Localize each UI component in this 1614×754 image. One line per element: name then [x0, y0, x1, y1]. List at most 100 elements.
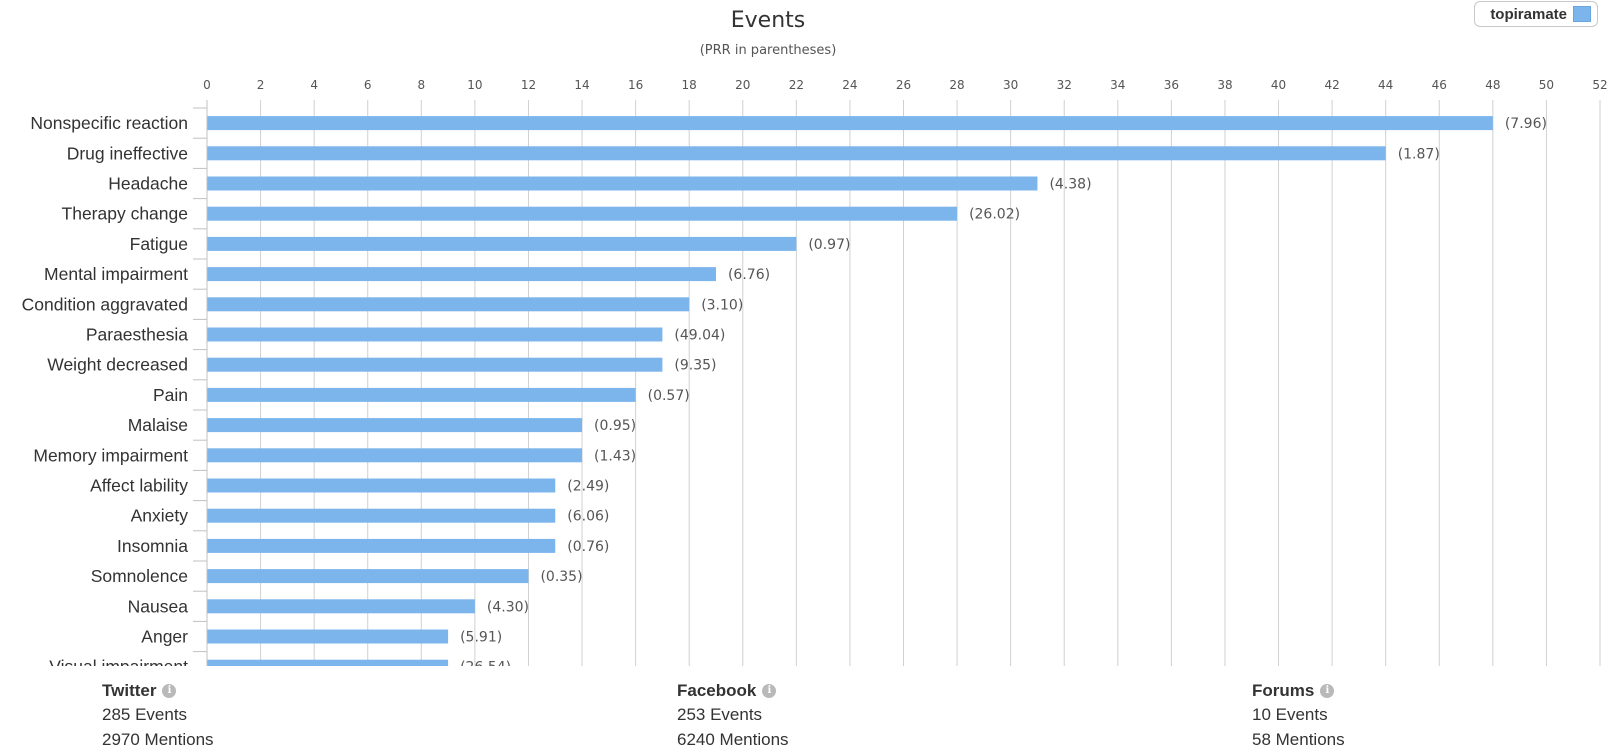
x-tick-label: 48	[1485, 78, 1500, 92]
bar[interactable]	[207, 508, 556, 523]
data-label: (1.87)	[1398, 146, 1440, 162]
category-label: Anxiety	[131, 506, 189, 526]
x-tick-label: 12	[521, 78, 536, 92]
data-label: (0.76)	[567, 539, 609, 555]
bar[interactable]	[207, 629, 449, 644]
category-label: Fatigue	[130, 234, 188, 254]
bar[interactable]	[207, 146, 1386, 161]
category-label: Somnolence	[91, 566, 188, 586]
bar[interactable]	[207, 267, 716, 282]
category-label: Memory impairment	[33, 445, 188, 465]
category-label: Headache	[108, 174, 188, 194]
x-tick-label: 30	[1003, 78, 1018, 92]
x-tick-label: 50	[1539, 78, 1554, 92]
info-icon[interactable]: i	[1320, 684, 1335, 698]
x-tick-label: 0	[203, 78, 211, 92]
data-label: (1.43)	[594, 448, 636, 464]
category-label: Paraesthesia	[86, 325, 188, 345]
stats-facebook: Facebook i 253 Events 6240 Mentions	[677, 680, 789, 752]
stats-mentions: 6240 Mentions	[677, 730, 789, 749]
bar[interactable]	[207, 176, 1038, 191]
x-tick-label: 8	[417, 78, 425, 92]
data-label: (0.95)	[594, 418, 636, 434]
data-label: (26.02)	[969, 207, 1020, 223]
data-label: (4.30)	[487, 599, 529, 615]
data-label: (6.76)	[728, 267, 770, 283]
bar[interactable]	[207, 297, 690, 312]
x-axis-ticks: 0 2 4 6 8 10 12 14 16 18 20 22 24 26 28 30 32 34 36 38 40 42 4…	[203, 78, 1607, 92]
bar[interactable]	[207, 357, 663, 372]
data-label: (0.97)	[808, 237, 850, 253]
x-tick-label: 44	[1378, 78, 1393, 92]
stats-title: Twitter	[102, 681, 157, 700]
category-label: Pain	[153, 385, 188, 405]
x-tick-label: 2	[257, 78, 265, 92]
legend[interactable]: topiramate	[1474, 1, 1598, 27]
stats-events: 10 Events	[1252, 705, 1328, 724]
bar[interactable]	[207, 116, 1493, 131]
stats-mentions: 58 Mentions	[1252, 730, 1345, 749]
bar[interactable]	[207, 659, 449, 670]
bar[interactable]	[207, 538, 556, 553]
bar[interactable]	[207, 599, 475, 614]
grid-lines	[206, 100, 1601, 666]
category-label: Therapy change	[62, 204, 188, 224]
legend-swatch	[1573, 6, 1591, 22]
data-label: (0.57)	[648, 388, 690, 404]
data-label: (7.96)	[1505, 116, 1547, 132]
stats-events: 285 Events	[102, 705, 188, 724]
data-label: (0.35)	[540, 569, 582, 585]
x-tick-label: 16	[628, 78, 643, 92]
events-chart: Events (PRR in parentheses) 0 2 4 6 8 10 12 14 1…	[22, 8, 1608, 670]
category-label: Nausea	[128, 596, 189, 616]
data-label: (9.35)	[674, 358, 716, 374]
category-label: Insomnia	[117, 536, 188, 556]
plot-area: Nonspecific reaction Drug ineffective Head…	[22, 100, 1547, 670]
x-tick-label: 26	[896, 78, 911, 92]
x-tick-label: 24	[842, 78, 857, 92]
bar[interactable]	[207, 236, 797, 251]
x-tick-label: 42	[1324, 78, 1339, 92]
info-icon[interactable]: i	[162, 684, 177, 698]
data-label: (4.38)	[1049, 177, 1091, 193]
x-tick-label: 46	[1432, 78, 1447, 92]
data-label: (2.49)	[567, 479, 609, 495]
data-label: (6.06)	[567, 509, 609, 525]
bar[interactable]	[207, 387, 636, 402]
bar[interactable]	[207, 478, 556, 493]
x-tick-label: 18	[682, 78, 697, 92]
x-tick-label: 52	[1592, 78, 1607, 92]
category-label: Visual impairment	[49, 657, 188, 670]
x-tick-label: 6	[364, 78, 372, 92]
x-tick-label: 28	[949, 78, 964, 92]
category-label: Weight decreased	[47, 355, 188, 375]
data-label: (5.91)	[460, 630, 502, 646]
x-tick-label: 40	[1271, 78, 1286, 92]
bar[interactable]	[207, 448, 583, 463]
info-icon[interactable]: i	[762, 684, 777, 698]
x-tick-label: 4	[310, 78, 318, 92]
category-label: Condition aggravated	[22, 294, 188, 314]
bar[interactable]	[207, 327, 663, 342]
legend-label: topiramate	[1490, 5, 1567, 23]
x-tick-label: 38	[1217, 78, 1232, 92]
x-tick-label: 32	[1057, 78, 1072, 92]
x-tick-label: 20	[735, 78, 750, 92]
x-tick-label: 36	[1164, 78, 1179, 92]
x-tick-label: 22	[789, 78, 804, 92]
stats-events: 253 Events	[677, 705, 763, 724]
stats-forums: Forums i 10 Events 58 Mentions	[1252, 680, 1345, 752]
category-label: Anger	[141, 627, 188, 647]
category-label: Malaise	[128, 415, 188, 435]
category-label: Drug ineffective	[67, 143, 188, 163]
bar[interactable]	[207, 418, 583, 433]
category-label: Affect lability	[90, 476, 188, 496]
data-label: (49.04)	[674, 328, 725, 344]
stats-mentions: 2970 Mentions	[102, 730, 214, 749]
bar[interactable]	[207, 569, 529, 584]
chart-title: Events	[731, 8, 806, 33]
chart-subtitle: (PRR in parentheses)	[700, 43, 837, 58]
x-tick-label: 14	[574, 78, 589, 92]
category-label: Mental impairment	[44, 264, 188, 284]
bar[interactable]	[207, 206, 958, 221]
